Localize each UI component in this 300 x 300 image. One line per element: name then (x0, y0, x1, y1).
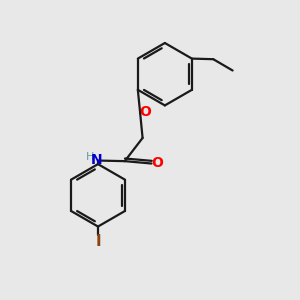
Text: N: N (90, 153, 102, 167)
Text: H: H (85, 152, 94, 162)
Text: O: O (140, 105, 152, 119)
Text: O: O (152, 156, 164, 170)
Text: I: I (95, 235, 101, 250)
